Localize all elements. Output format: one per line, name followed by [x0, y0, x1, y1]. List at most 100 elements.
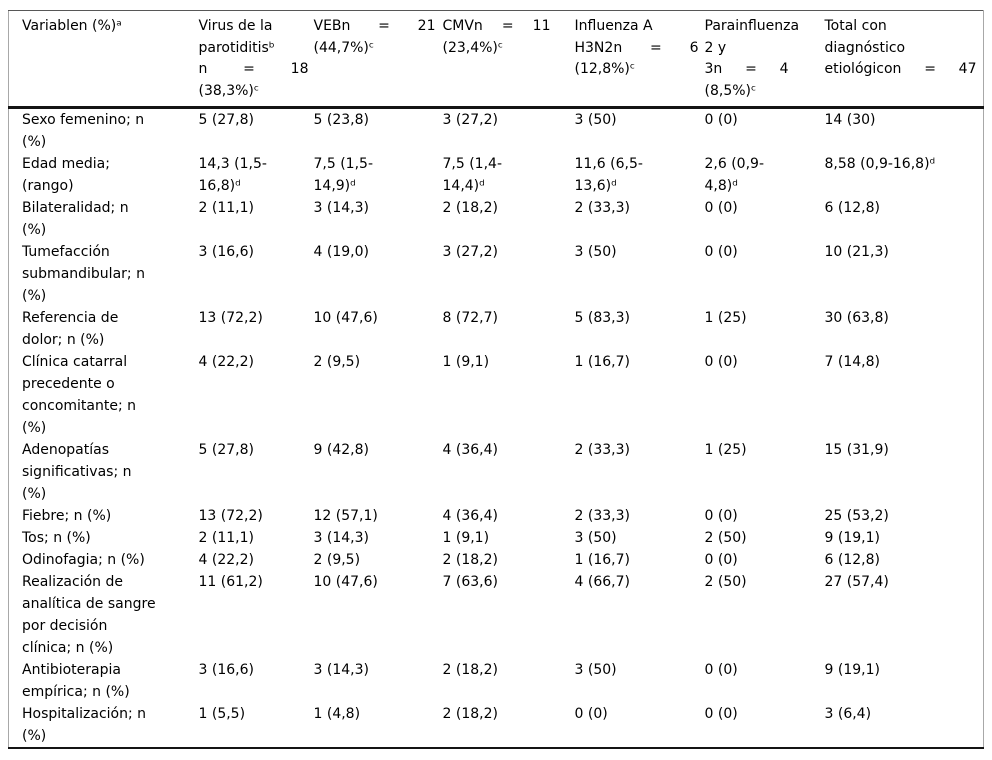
value-cell: 9 (42,8): [314, 439, 443, 505]
cell-line: 6 (12,8): [824, 200, 880, 216]
cell-line: 10 (47,6): [313, 574, 378, 590]
value-cell: 3 (14,3): [314, 527, 443, 549]
cell-line: 3 (50): [574, 112, 617, 128]
value-cell: 1 (25): [705, 307, 825, 351]
value-cell: 3 (27,2): [443, 108, 575, 154]
cell-line: 2 (50): [704, 574, 747, 590]
value-cell: 2 (18,2): [443, 549, 575, 571]
cell-line: 2 (50): [704, 530, 747, 546]
cell-line: 3 (50): [574, 244, 617, 260]
cell-line: Tumefacción: [22, 244, 110, 260]
value-cell: 3 (50): [575, 527, 705, 549]
cell-line: dolor; n (%): [22, 332, 105, 348]
cell-line: 3 (14,3): [313, 662, 369, 678]
value-cell: 13 (72,2): [199, 505, 314, 527]
value-cell: 2 (33,3): [575, 439, 705, 505]
value-cell: 0 (0): [575, 703, 705, 748]
cell-line: 0 (0): [704, 354, 738, 370]
cell-line: 8 (72,7): [442, 310, 498, 326]
cell-line: 7,5 (1,4-: [442, 156, 503, 172]
value-cell: 3 (50): [575, 241, 705, 307]
header-line-justified: 3n = 4: [705, 59, 789, 81]
cell-line: (%): [22, 728, 47, 744]
header-line-justified: VEBn = 21: [314, 16, 436, 38]
cell-line: 2 (9,5): [313, 552, 361, 568]
header-token: 3n: [704, 61, 723, 77]
row-label: Fiebre; n (%): [9, 505, 199, 527]
cell-line: 9 (42,8): [313, 442, 369, 458]
cell-line: 4 (36,4): [442, 442, 498, 458]
header-token: 21: [417, 18, 436, 34]
value-cell: 2 (50): [705, 527, 825, 549]
header-line: (23,4%)ᶜ: [442, 39, 504, 56]
table-row: Tos; n (%) 2 (11,1) 3 (14,3) 1 (9,1) 3 (50) 2…: [9, 527, 984, 549]
cell-line: 3 (16,6): [198, 662, 254, 678]
cell-line: 2 (33,3): [574, 200, 630, 216]
value-cell: 2 (18,2): [443, 197, 575, 241]
value-cell: 5 (27,8): [199, 108, 314, 154]
cell-line: 1 (16,7): [574, 354, 630, 370]
cell-line: 3 (50): [574, 530, 617, 546]
row-label: Tumefacción submandibular; n (%): [9, 241, 199, 307]
cell-line: 3 (14,3): [313, 530, 369, 546]
value-cell: 1 (16,7): [575, 549, 705, 571]
value-cell: 7 (14,8): [825, 351, 984, 439]
header-line: Parainfluenza: [704, 18, 800, 34]
header-token: =: [243, 61, 255, 77]
value-cell: 4 (36,4): [443, 439, 575, 505]
cell-line: Fiebre; n (%): [22, 508, 112, 524]
header-line: 2 y: [704, 39, 727, 56]
value-cell: 6 (12,8): [825, 197, 984, 241]
header-line: Virus de la: [198, 18, 273, 34]
cell-line: 0 (0): [704, 508, 738, 524]
etiology-table: Variablen (%)ᵃ Virus de la parotiditisᵇ n = 1…: [8, 10, 984, 749]
row-label: Referencia de dolor; n (%): [9, 307, 199, 351]
cell-line: 2 (18,2): [442, 552, 498, 568]
cell-line: 12 (57,1): [313, 508, 378, 524]
header-line-justified: etiológicon = 47: [825, 59, 977, 81]
value-cell: 0 (0): [705, 241, 825, 307]
value-cell: 1 (5,5): [199, 703, 314, 748]
cell-line: 2 (18,2): [442, 662, 498, 678]
header-token: H3N2n: [574, 39, 623, 56]
header-token: VEBn: [313, 18, 351, 34]
cell-line: 0 (0): [704, 662, 738, 678]
value-cell: 0 (0): [705, 505, 825, 527]
cell-line: 5 (27,8): [198, 442, 254, 458]
value-cell: 3 (27,2): [443, 241, 575, 307]
cell-line: empírica; n (%): [22, 684, 130, 700]
value-cell: 0 (0): [705, 549, 825, 571]
cell-line: 1 (16,7): [574, 552, 630, 568]
value-cell: 2 (9,5): [314, 549, 443, 571]
row-label: Adenopatías significativas; n (%): [9, 439, 199, 505]
value-cell: 13 (72,2): [199, 307, 314, 351]
value-cell: 2 (9,5): [314, 351, 443, 439]
value-cell: 14 (30): [825, 108, 984, 154]
cell-line: 6 (12,8): [824, 552, 880, 568]
value-cell: 2 (11,1): [199, 197, 314, 241]
cell-line: 10 (21,3): [824, 244, 889, 260]
cell-line: 5 (23,8): [313, 112, 369, 128]
cell-line: 3 (27,2): [442, 244, 498, 260]
table-row: Fiebre; n (%) 13 (72,2) 12 (57,1) 4 (36,4) 2…: [9, 505, 984, 527]
cell-line: 2 (11,1): [198, 530, 254, 546]
header-line: Influenza A: [574, 18, 653, 34]
cell-line: 3 (16,6): [198, 244, 254, 260]
value-cell: 4 (22,2): [199, 351, 314, 439]
value-cell: 8,58 (0,9-16,8)ᵈ: [825, 153, 984, 197]
cell-line: 0 (0): [704, 552, 738, 568]
table-row: Odinofagia; n (%) 4 (22,2) 2 (9,5) 2 (18,2)…: [9, 549, 984, 571]
value-cell: 2 (18,2): [443, 703, 575, 748]
cell-line: 4 (19,0): [313, 244, 369, 260]
value-cell: 10 (47,6): [314, 571, 443, 659]
row-label: Hospitalización; n (%): [9, 703, 199, 748]
cell-line: 3 (50): [574, 662, 617, 678]
header-token: =: [650, 39, 662, 56]
value-cell: 11 (61,2): [199, 571, 314, 659]
table-row: Bilateralidad; n (%) 2 (11,1) 3 (14,3) 2 (18…: [9, 197, 984, 241]
table-row: Edad media; (rango) 14,3 (1,5- 16,8)ᵈ 7,5 (1…: [9, 153, 984, 197]
cell-line: 5 (83,3): [574, 310, 630, 326]
cell-line: 0 (0): [704, 112, 738, 128]
cell-line: 16,8)ᵈ: [198, 178, 241, 194]
